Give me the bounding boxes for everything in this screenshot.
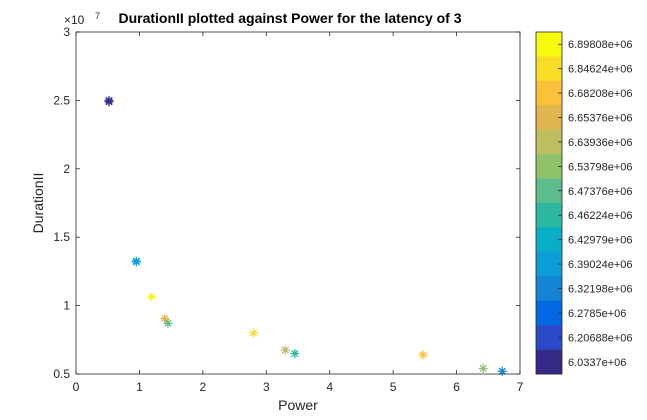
y-tick-label: 1 xyxy=(63,299,70,313)
x-tick-label: 1 xyxy=(136,380,143,394)
colorbar-segment xyxy=(536,349,562,375)
y-exponent-power: 7 xyxy=(95,11,100,21)
data-point xyxy=(290,348,300,358)
colorbar: 6.89808e+06 6.84624e+06 6.68208e+06 6.65376… xyxy=(535,31,633,375)
y-exponent-base: ×10 xyxy=(64,13,85,27)
x-axis-ticks: 0 1 2 3 4 5 6 7 xyxy=(73,32,524,394)
colorbar-segment xyxy=(536,325,562,350)
colorbar-segment xyxy=(536,80,562,106)
colorbar-label: 6.84624e+06 xyxy=(568,64,633,76)
data-point xyxy=(478,364,488,374)
y-tick-label: 2 xyxy=(63,162,70,176)
colorbar-segment xyxy=(536,129,562,155)
y-tick-label: 2.5 xyxy=(53,93,70,107)
colorbar-segment xyxy=(536,276,562,302)
data-point xyxy=(249,328,259,338)
colorbar-label: 6.89808e+06 xyxy=(568,39,633,51)
data-point xyxy=(160,314,170,324)
x-tick-label: 2 xyxy=(200,380,207,394)
data-point xyxy=(497,366,507,376)
colorbar-segment xyxy=(536,178,562,204)
colorbar-label: 6.20688e+06 xyxy=(568,332,633,344)
data-point xyxy=(131,257,141,267)
colorbar-segment xyxy=(536,203,562,228)
colorbar-frame xyxy=(535,31,563,375)
plot-area xyxy=(76,32,520,374)
y-axis-ticks: 0.5 1 1.5 2 2.5 3 xyxy=(53,25,520,381)
colorbar-label: 6.2785e+06 xyxy=(568,308,626,320)
x-tick-label: 3 xyxy=(263,380,270,394)
data-point xyxy=(418,350,428,360)
x-tick-label: 7 xyxy=(517,380,524,394)
colorbar-segment xyxy=(536,300,562,326)
colorbar-label: 6.0337e+06 xyxy=(568,357,626,369)
colorbar-label: 6.65376e+06 xyxy=(568,113,633,125)
data-points xyxy=(104,95,507,376)
colorbar-label: 6.47376e+06 xyxy=(568,186,633,198)
colorbar-segment xyxy=(536,56,562,82)
colorbar-segment xyxy=(536,251,562,277)
colorbar-label: 6.53798e+06 xyxy=(568,161,633,173)
colorbar-label: 6.42979e+06 xyxy=(568,235,633,247)
data-point xyxy=(104,97,114,107)
plot-frame xyxy=(75,31,521,375)
y-tick-label: 1.5 xyxy=(53,230,70,244)
y-tick-label: 3 xyxy=(63,25,70,39)
colorbar-segment xyxy=(536,227,562,253)
data-point xyxy=(163,318,173,328)
colorbar-label: 6.68208e+06 xyxy=(568,88,633,100)
y-tick-label: 0.5 xyxy=(53,367,70,381)
x-tick-label: 6 xyxy=(453,380,460,394)
colorbar-label: 6.46224e+06 xyxy=(568,210,633,222)
colorbar-label: 6.39024e+06 xyxy=(568,259,633,271)
data-point xyxy=(280,345,290,355)
colorbar-segment xyxy=(536,32,562,57)
colorbar-segment xyxy=(536,105,562,131)
colorbar-segment xyxy=(536,154,562,179)
x-tick-label: 5 xyxy=(390,380,397,394)
chart-title: DurationII plotted against Power for the… xyxy=(118,10,461,26)
x-axis-label: Power xyxy=(278,397,318,413)
x-tick-label: 0 xyxy=(73,380,80,394)
x-tick-label: 4 xyxy=(326,380,333,394)
data-point xyxy=(146,292,156,302)
y-axis-label: DurationII xyxy=(30,173,46,234)
colorbar-label: 6.32198e+06 xyxy=(568,284,633,296)
colorbar-label: 6.63936e+06 xyxy=(568,137,633,149)
